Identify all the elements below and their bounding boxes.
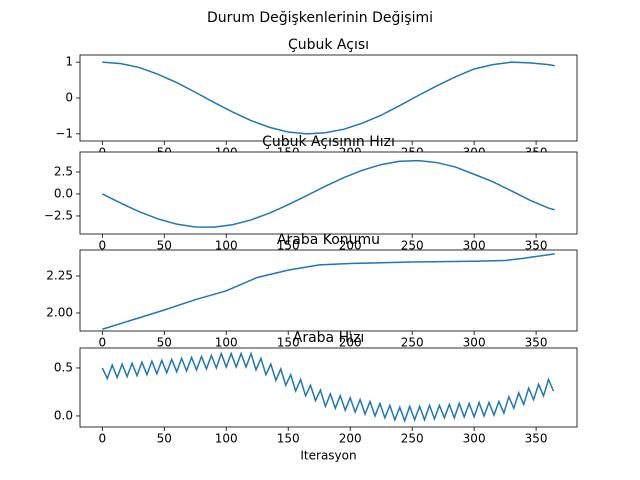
x-tick-label: 350 xyxy=(525,336,548,350)
subplot-title: Çubuk Açısının Hızı xyxy=(262,134,395,150)
x-tick-label: 250 xyxy=(401,336,424,350)
plot-frame xyxy=(79,151,578,235)
x-tick-label: 100 xyxy=(215,432,238,446)
x-tick-label: 200 xyxy=(339,336,362,350)
x-tick-label: 0 xyxy=(98,239,106,253)
x-tick-label: 0 xyxy=(98,432,106,446)
x-tick-label: 200 xyxy=(339,239,362,253)
x-tick-label: 100 xyxy=(215,336,238,350)
data-line xyxy=(101,159,555,228)
x-tick-label: 300 xyxy=(463,239,486,253)
x-tick-label: 350 xyxy=(525,239,548,253)
plot-frame xyxy=(79,54,578,142)
plot-area xyxy=(80,55,577,141)
x-tick-label: 150 xyxy=(277,432,300,446)
y-tick-label: 1 xyxy=(65,55,73,69)
y-tick-label: 0.0 xyxy=(54,408,73,422)
x-tick-label: 100 xyxy=(215,239,238,253)
x-tick-label: 50 xyxy=(157,239,172,253)
x-tick-label: 250 xyxy=(401,239,424,253)
x-tick-label: 250 xyxy=(401,432,424,446)
subplot-title: Çubuk Açısı xyxy=(288,37,369,53)
x-tick-label: 150 xyxy=(277,336,300,350)
x-tick-label: 150 xyxy=(277,239,300,253)
x-tick-label: 50 xyxy=(157,336,172,350)
plot-frame xyxy=(79,347,578,428)
x-tick-label: 50 xyxy=(157,432,172,446)
y-tick-label: 2.5 xyxy=(54,164,73,178)
plot-area xyxy=(80,348,577,427)
y-tick-label: 0.5 xyxy=(54,360,73,374)
data-line xyxy=(102,253,555,330)
x-tick-label: 300 xyxy=(463,432,486,446)
y-tick-label: 2.00 xyxy=(46,305,73,319)
data-line xyxy=(102,61,555,135)
x-tick-label: 0 xyxy=(98,336,106,350)
data-line xyxy=(101,351,555,423)
x-tick-label: 200 xyxy=(339,432,362,446)
plot-area xyxy=(80,250,577,331)
y-tick-label: −2.5 xyxy=(44,208,73,222)
x-tick-label: 350 xyxy=(525,432,548,446)
y-tick-label: 0 xyxy=(65,91,73,105)
y-tick-label: 0.0 xyxy=(54,186,73,200)
subplot-title: Araba Konumu xyxy=(277,232,380,248)
plot-frame xyxy=(79,249,578,332)
x-axis-label: Iterasyon xyxy=(300,449,356,463)
plot-area xyxy=(80,152,577,234)
y-tick-label: −1 xyxy=(55,126,73,140)
subplot-title: Araba Hızı xyxy=(293,330,364,346)
figure-title: Durum Değişkenlerinin Değişimi xyxy=(207,10,433,26)
x-tick-label: 300 xyxy=(463,336,486,350)
y-tick-label: 2.25 xyxy=(46,269,73,283)
